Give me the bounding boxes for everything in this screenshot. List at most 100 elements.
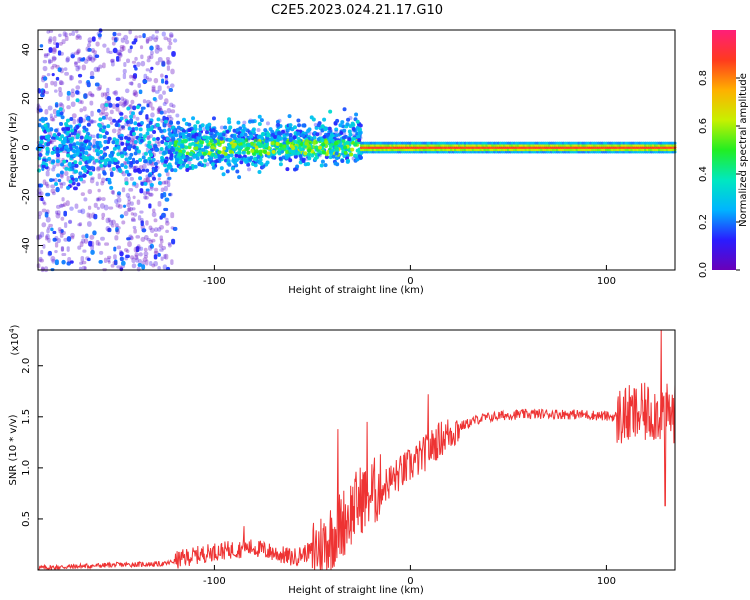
heatmap-cell [38, 108, 43, 113]
heatmap-cell [157, 252, 161, 257]
heatmap-cell [113, 246, 117, 252]
heatmap-cell [76, 49, 80, 55]
heatmap-cell [44, 108, 49, 115]
spectrogram-y-ticks: -40 -20 0 20 40 [21, 43, 43, 254]
heatmap-cell [158, 94, 163, 100]
heatmap-cell [72, 149, 77, 154]
heatmap-cell [93, 213, 98, 220]
heatmap-cell [119, 112, 124, 116]
heatmap-cell [49, 178, 54, 183]
heatmap-cell [70, 235, 75, 240]
heatmap-cell [98, 117, 103, 122]
heatmap-cell [75, 148, 80, 153]
heatmap-cell [307, 148, 312, 153]
heatmap-cell [89, 177, 95, 184]
heatmap-cell [167, 127, 172, 132]
heatmap-cell [113, 90, 119, 96]
heatmap-cell [83, 93, 88, 99]
heatmap-cell [191, 134, 196, 139]
heatmap-cell [153, 261, 158, 267]
heatmap-cell [57, 178, 62, 183]
heatmap-cell [54, 181, 59, 186]
heatmap-cell [60, 246, 65, 252]
heatmap-cell [169, 102, 174, 108]
heatmap-cell [328, 128, 333, 133]
heatmap-cell [148, 36, 153, 42]
heatmap-cell [65, 118, 70, 123]
heatmap-cell [106, 47, 110, 54]
heatmap-cell [136, 245, 141, 252]
heatmap-cell [355, 119, 360, 124]
heatmap-cell [162, 128, 167, 133]
heatmap-cell [146, 127, 151, 132]
heatmap-cell [52, 133, 57, 138]
heatmap-cell [121, 103, 126, 108]
heatmap-cell [44, 91, 49, 95]
heatmap-cell [45, 233, 50, 240]
heatmap-cell [69, 260, 74, 264]
heatmap-cell [97, 196, 102, 201]
heatmap-cell [126, 137, 131, 142]
heatmap-cell [130, 255, 135, 260]
heatmap-cell [165, 136, 170, 141]
heatmap-cell [90, 48, 96, 53]
heatmap-cell [86, 257, 91, 262]
heatmap-cell [58, 33, 62, 38]
heatmap-cell [223, 125, 228, 130]
heatmap-cell [61, 252, 67, 257]
heatmap-cell [166, 165, 171, 170]
heatmap-cell [116, 56, 120, 62]
heatmap-cell [81, 143, 86, 148]
heatmap-cell [297, 139, 302, 144]
heatmap-cell [219, 136, 224, 141]
heatmap-cell [257, 169, 262, 174]
heatmap-cell [193, 124, 198, 129]
heatmap-cell [42, 244, 46, 249]
heatmap-cell [119, 44, 125, 49]
heatmap-cell [101, 197, 106, 201]
heatmap-cell [288, 158, 293, 163]
heatmap-cell [157, 173, 162, 178]
spectrogram-y-tick-label: 0 [21, 144, 32, 150]
heatmap-cell [62, 139, 67, 144]
snr-x-tick-label: 100 [597, 576, 616, 587]
heatmap-cell [56, 210, 61, 216]
heatmap-cell [119, 116, 124, 121]
heatmap-cell [157, 85, 162, 92]
heatmap-cell [97, 188, 101, 193]
heatmap-cell [66, 126, 71, 131]
heatmap-cell [164, 74, 168, 79]
heatmap-cell [72, 118, 76, 125]
heatmap-cell [152, 137, 157, 142]
heatmap-cell [95, 41, 100, 47]
heatmap-cell [84, 146, 89, 151]
heatmap-cell [106, 255, 112, 259]
heatmap-cell [171, 137, 176, 142]
heatmap-cell [68, 143, 73, 148]
heatmap-cell [185, 151, 190, 156]
heatmap-cell [221, 172, 226, 177]
heatmap-cell [312, 135, 317, 140]
heatmap-cell [96, 198, 101, 202]
heatmap-cell [66, 90, 71, 96]
heatmap-cell [345, 122, 350, 127]
heatmap-cell [95, 148, 100, 153]
heatmap-cell [317, 145, 322, 150]
heatmap-cell [110, 190, 115, 195]
heatmap-cell [120, 163, 125, 168]
heatmap-cell [48, 36, 53, 43]
heatmap-cell [128, 81, 134, 85]
heatmap-cell [120, 96, 125, 101]
heatmap-cell [55, 212, 61, 219]
heatmap-cell [151, 263, 156, 268]
heatmap-cell [61, 259, 66, 265]
heatmap-cell [115, 77, 121, 82]
heatmap-cell [101, 177, 106, 183]
heatmap-cell [65, 57, 70, 63]
heatmap-cell [169, 156, 174, 161]
heatmap-cell [76, 48, 81, 54]
heatmap-cell [211, 165, 216, 170]
heatmap-cell [179, 143, 184, 148]
heatmap-cell [162, 136, 167, 141]
snr-y-axis-label: SNR (10 * v/v) [8, 414, 19, 485]
